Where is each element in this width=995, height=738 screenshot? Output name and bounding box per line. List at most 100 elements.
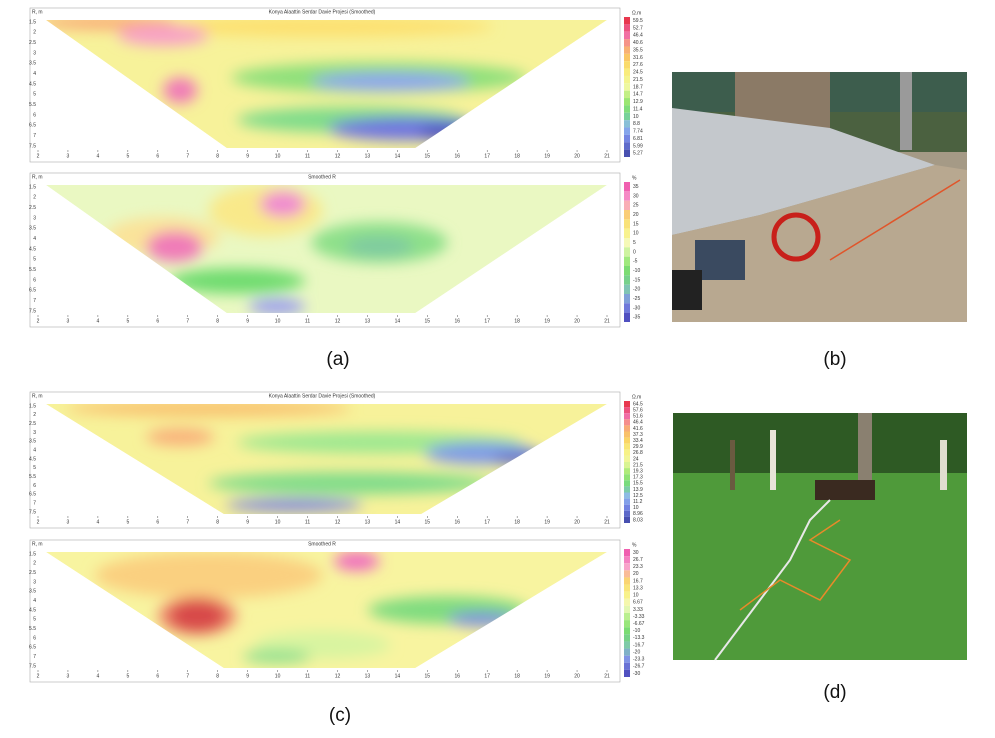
scale-unit: Ω.m — [632, 10, 641, 16]
scale-label: 52.7 — [633, 25, 643, 31]
scale-label: 5.99 — [633, 143, 643, 149]
scale-label: 29.9 — [633, 444, 643, 450]
x-tick-label: 7 — [186, 673, 189, 679]
x-tick-label: 20 — [574, 318, 580, 324]
depth-tick-label: 3 — [33, 430, 36, 436]
depth-label: R, m — [32, 393, 43, 399]
x-tick-label: 3 — [67, 519, 70, 525]
scale-label: 27.6 — [633, 62, 643, 68]
depth-tick-label: 3.5 — [29, 589, 36, 595]
x-tick-label: 9 — [246, 673, 249, 679]
x-tick-label: 18 — [514, 519, 520, 525]
depth-tick-label: 4 — [33, 598, 36, 604]
scale-swatch — [624, 401, 630, 407]
scale-label: -35 — [633, 315, 640, 321]
depth-tick-label: 2.5 — [29, 40, 36, 46]
scale-swatch — [624, 120, 630, 127]
scale-label: 51.6 — [633, 414, 643, 420]
scale-label: 10 — [633, 593, 639, 599]
scale-swatch — [624, 620, 630, 627]
depth-tick-label: 2 — [33, 412, 36, 418]
x-tick-label: 19 — [544, 153, 550, 159]
depth-tick-label: 6 — [33, 483, 36, 489]
contour-region — [311, 72, 470, 90]
scale-label: 8.96 — [633, 511, 643, 517]
trunk — [940, 440, 947, 490]
scale-label: 15 — [633, 221, 639, 227]
scale-swatch — [624, 413, 630, 419]
x-tick-label: 19 — [544, 318, 550, 324]
scale-swatch — [624, 556, 630, 563]
scale-swatch — [624, 266, 630, 275]
scale-swatch — [624, 450, 630, 456]
trunk — [730, 440, 735, 490]
x-tick-label: 17 — [484, 519, 490, 525]
scale-unit: Ω.m — [632, 394, 641, 400]
x-tick-label: 18 — [514, 318, 520, 324]
x-tick-label: 3 — [67, 318, 70, 324]
depth-tick-label: 5.5 — [29, 102, 36, 108]
x-tick-label: 8 — [216, 519, 219, 525]
scale-swatch — [624, 606, 630, 613]
scale-swatch — [624, 275, 630, 284]
depth-tick-label: 7.5 — [29, 143, 36, 149]
scale-swatch — [624, 599, 630, 606]
scale-label: -20 — [633, 649, 640, 655]
scale-label: 11.4 — [633, 106, 643, 112]
contour-region — [334, 552, 380, 571]
scale-label: 35 — [633, 184, 639, 190]
x-tick-label: 4 — [97, 318, 100, 324]
scale-label: 10 — [633, 114, 639, 120]
scale-swatch — [624, 511, 630, 517]
scale-label: 8.03 — [633, 517, 643, 523]
scale-swatch — [624, 201, 630, 210]
scale-swatch — [624, 191, 630, 200]
scale-swatch — [624, 113, 630, 120]
section-plot: Smoothed RR, m1.522.533.544.555.566.577.… — [29, 540, 645, 682]
x-tick-label: 10 — [275, 318, 281, 324]
scale-swatch — [624, 39, 630, 46]
page: {"panels": [ {"label": "(a)", "plots": [… — [0, 0, 995, 733]
scale-label: -30 — [633, 671, 640, 677]
depth-tick-label: 7.5 — [29, 509, 36, 515]
depth-tick-label: 6 — [33, 112, 36, 118]
scale-swatch — [624, 54, 630, 61]
x-tick-label: 10 — [275, 153, 281, 159]
scale-label: 30 — [633, 193, 639, 199]
scale-swatch — [624, 69, 630, 76]
x-tick-label: 6 — [156, 519, 159, 525]
depth-tick-label: 6 — [33, 635, 36, 641]
x-tick-label: 8 — [216, 673, 219, 679]
x-tick-label: 2 — [37, 153, 40, 159]
scale-label: -13.3 — [633, 635, 645, 641]
contour-region — [226, 499, 363, 512]
depth-tick-label: 1.5 — [29, 551, 36, 557]
x-tick-label: 16 — [454, 519, 460, 525]
depth-tick-label: 1.5 — [29, 19, 36, 25]
scale-swatch — [624, 294, 630, 303]
contour-region — [118, 25, 209, 45]
scale-label: 59.5 — [633, 18, 643, 24]
depth-tick-label: 2.5 — [29, 421, 36, 427]
scale-swatch — [624, 150, 630, 157]
x-tick-label: 4 — [97, 153, 100, 159]
x-tick-label: 10 — [275, 519, 281, 525]
contour-region — [209, 472, 494, 494]
depth-tick-label: 7.5 — [29, 663, 36, 669]
scale-label: 18.7 — [633, 84, 643, 90]
depth-tick-label: 7.5 — [29, 308, 36, 314]
scale-swatch — [624, 517, 630, 523]
scale-swatch — [624, 438, 630, 444]
scale-swatch — [624, 505, 630, 511]
scale-swatch — [624, 61, 630, 68]
scale-swatch — [624, 656, 630, 663]
scale-label: 12.5 — [633, 493, 643, 499]
scale-label: 8.8 — [633, 121, 640, 127]
depth-tick-label: 3 — [33, 215, 36, 221]
scale-swatch — [624, 313, 630, 322]
scale-swatch — [624, 419, 630, 425]
depth-tick-label: 7 — [33, 654, 36, 660]
scale-label: 13.3 — [633, 585, 643, 591]
x-tick-label: 18 — [514, 673, 520, 679]
scale-label: 37.3 — [633, 432, 643, 438]
